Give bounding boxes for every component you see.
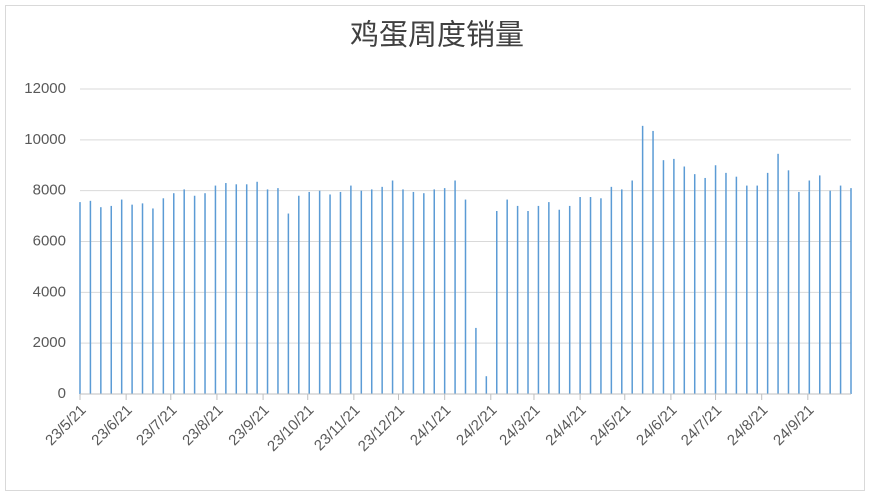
bar <box>579 197 581 394</box>
bar <box>475 327 477 394</box>
bar <box>423 193 425 394</box>
bar <box>662 160 665 394</box>
bar <box>777 153 779 394</box>
y-tick-label: 4000 <box>33 283 66 300</box>
bar <box>766 172 769 394</box>
bar <box>496 211 498 394</box>
bar <box>141 203 144 394</box>
bar <box>381 186 383 394</box>
chart-border <box>5 5 865 491</box>
bar <box>298 195 300 394</box>
bar <box>110 205 113 394</box>
chart-title: 鸡蛋周度销量 <box>350 19 524 52</box>
bar <box>339 191 342 394</box>
bar <box>193 195 196 394</box>
bar <box>652 130 654 394</box>
y-tick-label: 6000 <box>33 232 66 249</box>
bar <box>735 176 738 394</box>
bar <box>204 193 206 394</box>
bar <box>235 184 238 394</box>
bar <box>89 200 92 394</box>
bar <box>402 189 404 394</box>
bar <box>256 181 258 394</box>
bar <box>370 189 373 394</box>
bar <box>100 207 102 394</box>
bar <box>412 191 415 394</box>
bar <box>818 175 821 394</box>
bar <box>245 184 248 394</box>
bar <box>308 191 310 394</box>
bar <box>152 208 154 394</box>
bar <box>454 180 456 394</box>
bar <box>839 185 842 394</box>
bar <box>225 183 227 394</box>
bar <box>683 166 686 394</box>
bar <box>506 199 508 394</box>
y-tick-label: 2000 <box>33 334 66 351</box>
bar <box>443 188 446 394</box>
bar <box>318 190 321 394</box>
bar <box>621 189 623 394</box>
bar <box>537 205 540 394</box>
bar <box>266 189 269 394</box>
bar <box>162 198 165 394</box>
bar <box>798 191 800 394</box>
bar <box>527 211 529 394</box>
bar <box>79 202 81 394</box>
bar <box>558 209 561 394</box>
bar <box>485 376 488 394</box>
bar <box>589 197 592 394</box>
bar <box>641 125 644 395</box>
bar <box>464 199 467 394</box>
y-tick-label: 8000 <box>33 182 66 199</box>
bar <box>120 199 123 394</box>
bar <box>600 198 602 394</box>
bar <box>173 193 175 394</box>
bar <box>725 172 727 394</box>
y-tick-label: 10000 <box>24 131 66 148</box>
bar <box>329 194 331 394</box>
bar <box>610 186 613 394</box>
y-tick-label: 0 <box>58 385 66 402</box>
bar <box>360 190 363 394</box>
bar <box>756 185 758 394</box>
bar <box>631 180 633 394</box>
bar <box>214 185 217 394</box>
bar <box>548 202 550 394</box>
bar <box>350 185 352 394</box>
bar <box>673 158 675 394</box>
bar <box>746 185 748 394</box>
bar <box>287 213 290 394</box>
bar <box>391 180 394 394</box>
bar <box>183 189 185 394</box>
bar <box>850 188 852 394</box>
bar <box>568 205 571 394</box>
bar <box>516 205 519 394</box>
bar <box>829 190 831 394</box>
bar <box>131 204 133 394</box>
bar <box>433 189 435 394</box>
y-tick-label: 12000 <box>24 80 66 97</box>
bar <box>808 180 811 394</box>
bar <box>787 170 790 394</box>
bar <box>277 188 279 394</box>
bar <box>714 165 717 394</box>
bar <box>704 177 706 394</box>
bar <box>693 174 696 394</box>
